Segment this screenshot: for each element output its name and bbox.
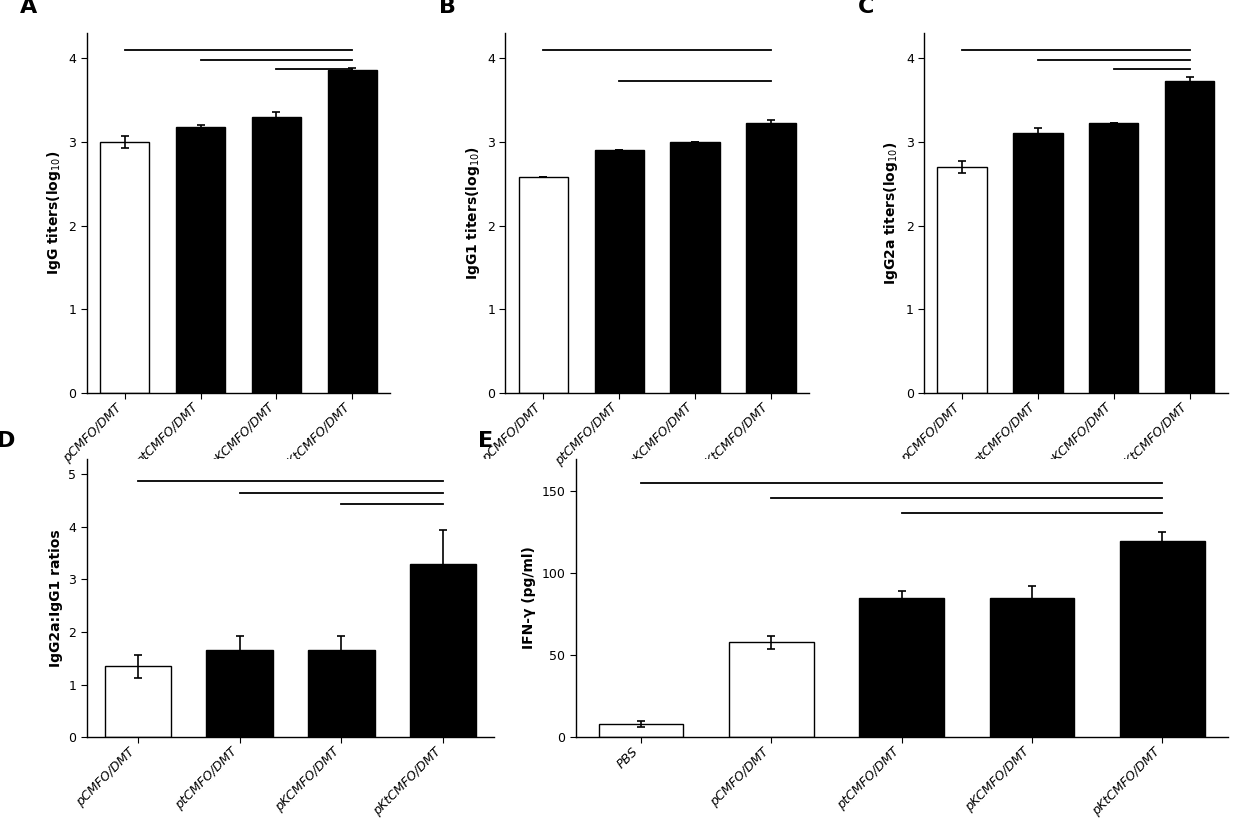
Bar (1120, 541, 1205, 737)
Y-axis label: IgG2a:IgG1 ratios: IgG2a:IgG1 ratios (48, 529, 63, 667)
Text: C: C (857, 0, 874, 16)
Bar (729, 642, 813, 737)
Y-axis label: IgG2a titers(log$_{10}$): IgG2a titers(log$_{10}$) (882, 141, 900, 285)
Bar (1013, 133, 1063, 393)
Bar (937, 167, 987, 393)
Bar (410, 563, 476, 737)
Bar (1089, 124, 1138, 393)
Text: A: A (20, 0, 37, 16)
Bar (599, 724, 683, 737)
Y-axis label: IFN-γ (pg/ml): IFN-γ (pg/ml) (522, 546, 536, 649)
Bar (207, 650, 273, 737)
Bar (1166, 81, 1214, 393)
Bar (100, 142, 149, 393)
Y-axis label: IgG1 titers(log$_{10}$): IgG1 titers(log$_{10}$) (464, 146, 481, 280)
Text: E: E (477, 431, 494, 450)
Bar (252, 116, 301, 393)
Text: B: B (439, 0, 456, 16)
Text: D: D (0, 431, 16, 450)
Bar (309, 650, 374, 737)
Bar (104, 666, 171, 737)
Bar (671, 142, 719, 393)
Bar (327, 70, 377, 393)
Bar (176, 127, 226, 393)
Bar (859, 598, 944, 737)
Bar (746, 124, 796, 393)
Bar (518, 177, 568, 393)
Bar (595, 150, 644, 393)
Bar (990, 598, 1074, 737)
Y-axis label: IgG titers(log$_{10}$): IgG titers(log$_{10}$) (45, 151, 63, 275)
